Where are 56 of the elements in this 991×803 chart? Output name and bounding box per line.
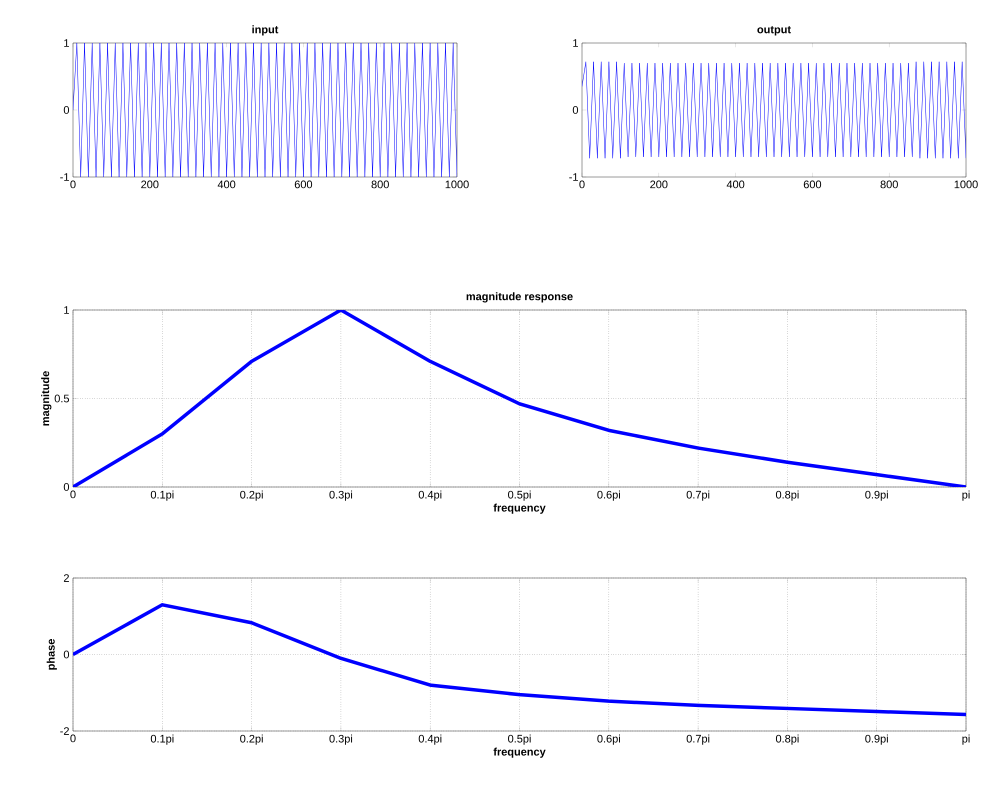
x-tick-label: 0.9pi bbox=[865, 734, 888, 745]
x-tick-label: 600 bbox=[294, 180, 312, 188]
x-tick-label: pi bbox=[962, 734, 970, 745]
x-axis-title: frequency bbox=[494, 748, 546, 758]
line-series bbox=[73, 603, 966, 716]
y-tick-label: 0 bbox=[64, 106, 70, 114]
y-tick-label: 0.5 bbox=[54, 394, 70, 402]
chart-title: output bbox=[757, 26, 791, 36]
line-series bbox=[582, 62, 966, 158]
x-tick-label: 0.5pi bbox=[508, 734, 531, 745]
x-tick-label: 1000 bbox=[954, 180, 978, 188]
x-tick-label: 0.1pi bbox=[150, 490, 174, 501]
x-tick-label: 0 bbox=[70, 180, 76, 188]
x-tick-label: 0.3pi bbox=[329, 490, 352, 501]
x-tick-label: 600 bbox=[804, 180, 822, 188]
y-tick-label: 0 bbox=[64, 483, 70, 491]
x-tick-label: 1000 bbox=[446, 180, 469, 188]
x-tick-label: 0 bbox=[70, 490, 76, 498]
x-tick-label: 0.3pi bbox=[329, 734, 352, 745]
y-tick-label: 1 bbox=[64, 306, 69, 314]
x-tick-label: pi bbox=[962, 490, 970, 501]
y-tick-label: -1 bbox=[569, 173, 578, 181]
chart-title: magnitude response bbox=[466, 292, 573, 303]
x-tick-label: 0.7pi bbox=[686, 490, 710, 501]
x-tick-label: 0 bbox=[70, 734, 76, 742]
y-tick-label: 0 bbox=[64, 650, 70, 658]
x-tick-label: 800 bbox=[880, 180, 898, 188]
y-tick-label: -2 bbox=[60, 727, 69, 735]
y-tick-label: 0 bbox=[572, 106, 578, 114]
x-tick-label: 0.8pi bbox=[776, 490, 799, 501]
y-axis-title: phase bbox=[46, 639, 57, 670]
x-tick-label: 200 bbox=[141, 180, 159, 188]
x-tick-label: 0.9pi bbox=[865, 490, 888, 501]
x-tick-label: 0.6pi bbox=[597, 490, 620, 501]
x-tick-label: 800 bbox=[372, 180, 389, 188]
x-tick-label: 0.1pi bbox=[150, 734, 174, 745]
x-tick-label: 0.5pi bbox=[508, 490, 531, 501]
x-tick-label: 200 bbox=[650, 180, 668, 188]
x-tick-label: 0.2pi bbox=[240, 734, 263, 745]
x-tick-label: 0 bbox=[579, 180, 585, 188]
x-tick-label: 0.7pi bbox=[686, 734, 710, 745]
x-tick-label: 0.6pi bbox=[597, 734, 620, 745]
chart-title: input bbox=[252, 25, 278, 36]
x-tick-label: 400 bbox=[218, 180, 236, 188]
x-tick-label: 0.4pi bbox=[418, 734, 442, 745]
x-tick-label: 0.2pi bbox=[240, 490, 263, 501]
x-tick-label: 0.4pi bbox=[418, 490, 442, 501]
line-series bbox=[73, 310, 966, 488]
x-tick-label: 400 bbox=[726, 180, 744, 188]
y-tick-label: 2 bbox=[64, 574, 69, 582]
y-tick-label: 1 bbox=[64, 39, 69, 47]
y-tick-label: -1 bbox=[60, 173, 69, 181]
x-tick-label: 0.8pi bbox=[776, 734, 799, 745]
y-tick-label: 1 bbox=[573, 39, 578, 47]
x-axis-title: frequency bbox=[494, 504, 546, 514]
y-axis-title: magnitude bbox=[41, 371, 52, 426]
